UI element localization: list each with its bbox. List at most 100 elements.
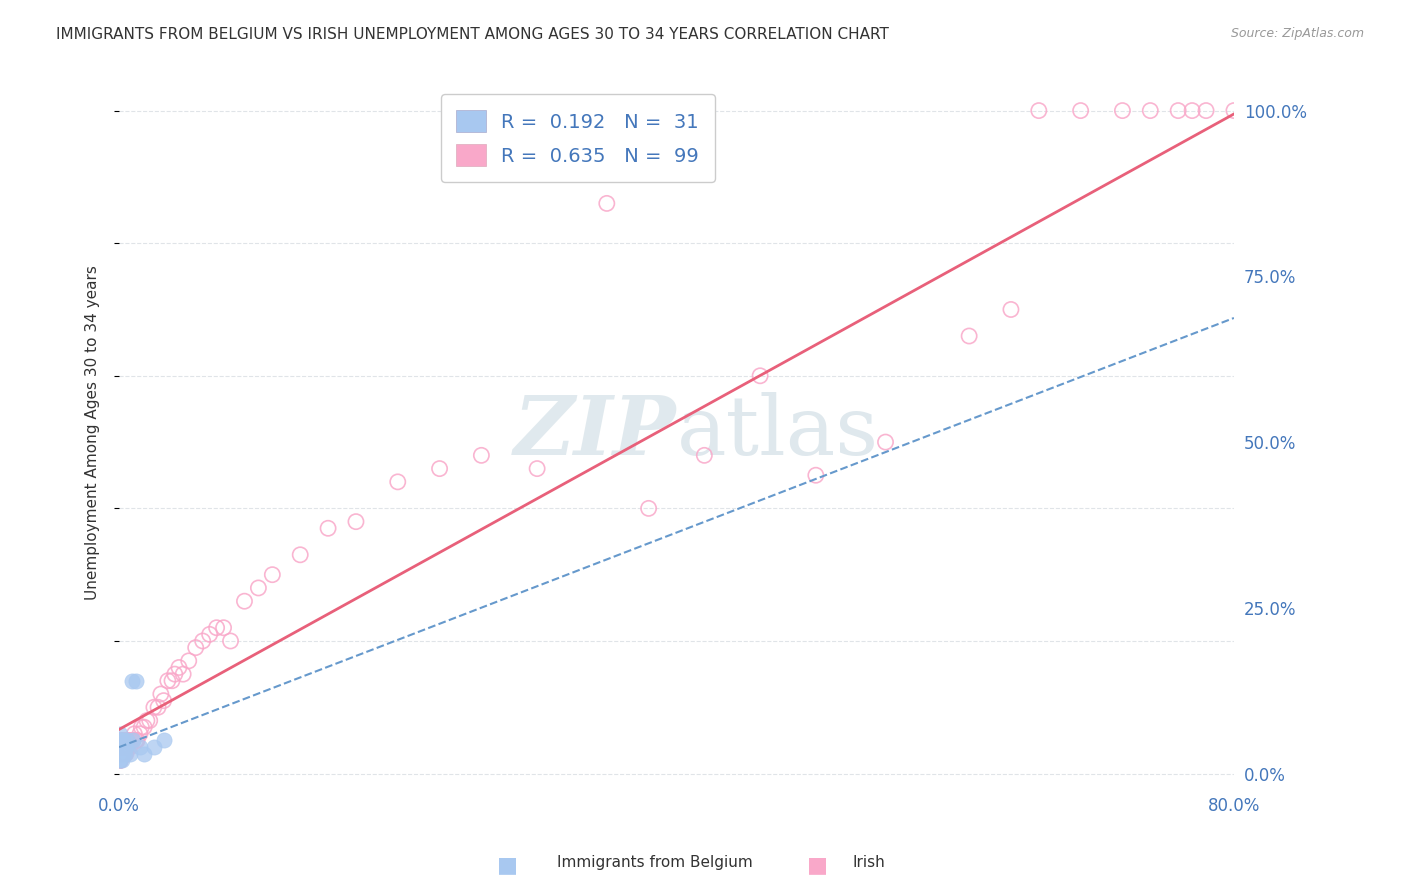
Point bbox=[167, 660, 190, 674]
Point bbox=[1195, 103, 1218, 118]
Point bbox=[1278, 103, 1301, 118]
Point bbox=[110, 733, 132, 747]
Point bbox=[120, 747, 142, 761]
Text: ■: ■ bbox=[498, 855, 519, 875]
Point bbox=[110, 740, 132, 755]
Point bbox=[152, 693, 174, 707]
Point bbox=[112, 733, 135, 747]
Point bbox=[114, 740, 136, 755]
Point bbox=[111, 740, 134, 755]
Point bbox=[875, 435, 897, 450]
Point bbox=[316, 521, 339, 535]
Point bbox=[1139, 103, 1161, 118]
Point bbox=[110, 727, 132, 741]
Point bbox=[637, 501, 659, 516]
Point bbox=[110, 753, 132, 767]
Point bbox=[110, 740, 132, 755]
Point bbox=[115, 740, 138, 755]
Point bbox=[110, 753, 132, 767]
Point bbox=[125, 733, 148, 747]
Point bbox=[110, 733, 132, 747]
Point bbox=[117, 740, 139, 755]
Point bbox=[110, 733, 132, 747]
Point bbox=[262, 567, 284, 582]
Point bbox=[110, 740, 132, 755]
Point bbox=[110, 747, 132, 761]
Point bbox=[111, 733, 134, 747]
Point bbox=[111, 740, 134, 755]
Point bbox=[111, 747, 134, 761]
Point bbox=[156, 673, 179, 688]
Point bbox=[115, 747, 138, 761]
Text: ZIP: ZIP bbox=[513, 392, 676, 472]
Point bbox=[111, 740, 134, 755]
Point bbox=[122, 733, 145, 747]
Point bbox=[111, 733, 134, 747]
Text: IMMIGRANTS FROM BELGIUM VS IRISH UNEMPLOYMENT AMONG AGES 30 TO 34 YEARS CORRELAT: IMMIGRANTS FROM BELGIUM VS IRISH UNEMPLO… bbox=[56, 27, 889, 42]
Point bbox=[1167, 103, 1189, 118]
Point bbox=[112, 740, 135, 755]
Point bbox=[344, 515, 367, 529]
Point bbox=[1334, 103, 1357, 118]
Point bbox=[596, 196, 619, 211]
Point bbox=[118, 740, 141, 755]
Point bbox=[110, 740, 132, 755]
Point bbox=[110, 747, 132, 761]
Point bbox=[957, 329, 980, 343]
Point bbox=[205, 621, 228, 635]
Point bbox=[112, 733, 135, 747]
Point bbox=[110, 733, 132, 747]
Point bbox=[111, 747, 134, 761]
Point bbox=[110, 733, 132, 747]
Point bbox=[111, 753, 134, 767]
Point bbox=[110, 747, 132, 761]
Text: Immigrants from Belgium: Immigrants from Belgium bbox=[557, 855, 752, 870]
Point bbox=[1362, 103, 1385, 118]
Point bbox=[290, 548, 312, 562]
Point bbox=[117, 733, 139, 747]
Point bbox=[212, 621, 235, 635]
Point bbox=[142, 700, 165, 714]
Point bbox=[121, 673, 143, 688]
Point bbox=[117, 733, 139, 747]
Point bbox=[110, 747, 132, 761]
Point bbox=[146, 700, 169, 714]
Point bbox=[112, 733, 135, 747]
Point bbox=[804, 468, 827, 483]
Point bbox=[134, 720, 156, 734]
Point bbox=[110, 740, 132, 755]
Point bbox=[129, 727, 152, 741]
Point bbox=[114, 747, 136, 761]
Point bbox=[1181, 103, 1204, 118]
Point bbox=[111, 747, 134, 761]
Point bbox=[129, 740, 152, 755]
Point bbox=[125, 673, 148, 688]
Point bbox=[110, 747, 132, 761]
Point bbox=[111, 747, 134, 761]
Point bbox=[110, 753, 132, 767]
Point bbox=[526, 461, 548, 475]
Point bbox=[1320, 103, 1343, 118]
Text: ■: ■ bbox=[807, 855, 828, 875]
Point bbox=[1028, 103, 1050, 118]
Point bbox=[172, 667, 194, 681]
Point bbox=[134, 747, 156, 761]
Point bbox=[114, 747, 136, 761]
Point bbox=[749, 368, 772, 383]
Point bbox=[177, 654, 200, 668]
Point bbox=[160, 673, 183, 688]
Point bbox=[115, 740, 138, 755]
Point bbox=[111, 740, 134, 755]
Point bbox=[1306, 103, 1329, 118]
Point bbox=[115, 733, 138, 747]
Point bbox=[219, 634, 242, 648]
Point bbox=[110, 753, 132, 767]
Point bbox=[131, 720, 153, 734]
Point bbox=[127, 733, 149, 747]
Point bbox=[120, 733, 142, 747]
Point bbox=[124, 727, 146, 741]
Point bbox=[152, 733, 174, 747]
Point bbox=[470, 448, 492, 462]
Point bbox=[118, 733, 141, 747]
Point bbox=[120, 740, 142, 755]
